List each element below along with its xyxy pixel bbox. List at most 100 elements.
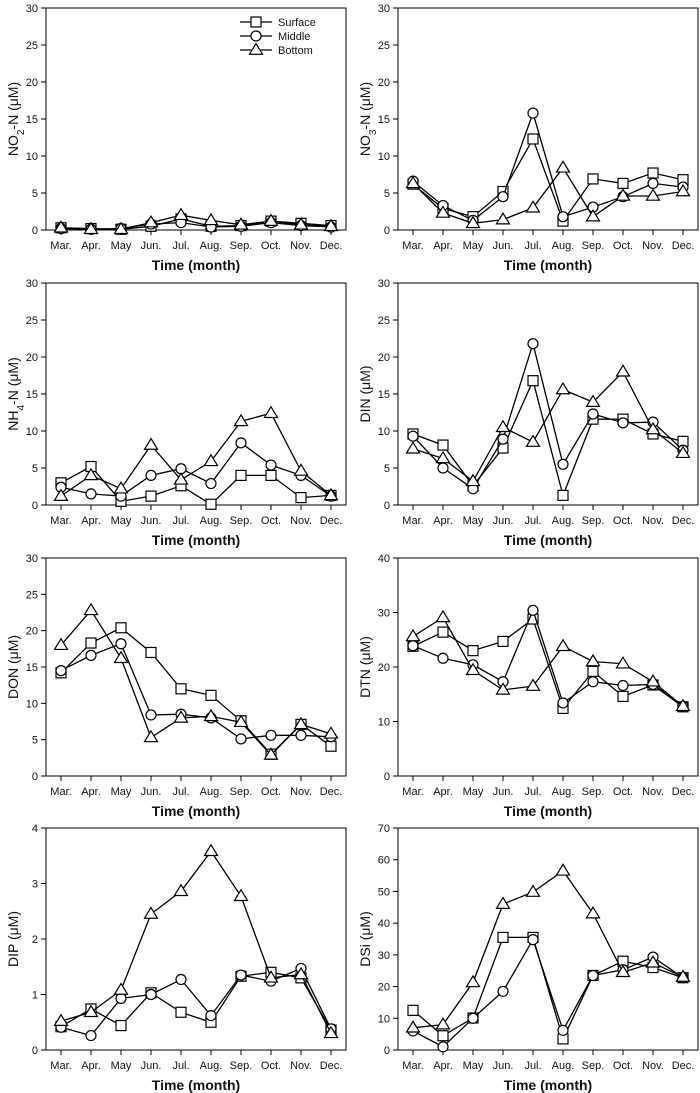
x-tick-label: Aug. [200, 1060, 223, 1072]
data-point-bottom [525, 434, 541, 447]
x-tick-label: May [111, 515, 132, 527]
data-point-middle [617, 679, 629, 692]
data-point-surface [647, 167, 659, 179]
data-point-middle [587, 676, 599, 688]
x-tick-label: Dec. [672, 515, 695, 527]
data-point-bottom [525, 200, 541, 213]
y-tick-label: 10 [378, 717, 390, 729]
y-tick-label: 30 [378, 278, 390, 290]
y-axis-label-part: 2 [16, 129, 27, 135]
data-point-bottom [263, 970, 279, 983]
x-tick-label: May [111, 240, 132, 252]
y-tick-label: 20 [378, 982, 390, 994]
y-tick-label: 30 [26, 278, 38, 290]
x-tick-label: Jun. [493, 1060, 514, 1072]
data-point-middle [527, 934, 539, 946]
data-point-bottom [173, 472, 189, 485]
data-point-middle [235, 437, 247, 449]
plot-frame [45, 557, 347, 777]
series-line-surface [412, 936, 684, 1041]
data-point-bottom [263, 405, 279, 419]
data-point-bottom [293, 966, 309, 980]
series-line-middle [412, 110, 684, 222]
y-tick-label: 20 [378, 77, 390, 89]
data-point-surface [587, 665, 599, 677]
y-tick-label: 1 [32, 990, 38, 1002]
data-point-bottom [615, 656, 631, 669]
y-axis-label: DTN (μM) [357, 636, 373, 698]
x-tick-label: Jun. [141, 515, 162, 527]
data-point-bottom [645, 674, 661, 687]
x-tick-label: Jul. [172, 515, 189, 527]
data-point-bottom [585, 905, 601, 919]
data-point-bottom [585, 653, 601, 667]
x-tick-label: Nov. [642, 1060, 664, 1072]
x-tick-label: Nov. [290, 1060, 312, 1072]
data-point-surface [527, 375, 539, 387]
panel-din: 0 5 10 15 20 25 30 Mar. Apr. May Jun. Jul. Aug. Sep. O… [357, 278, 699, 548]
x-tick-label: Dec. [320, 515, 343, 527]
data-point-bottom [495, 211, 511, 225]
data-point-bottom [645, 188, 661, 201]
x-tick-label: Aug. [552, 515, 575, 527]
y-tick-label: 4 [32, 823, 38, 835]
x-tick-label: Jul. [524, 515, 541, 527]
series-line-bottom [60, 609, 332, 756]
x-tick-label: Jun. [141, 240, 162, 252]
x-tick-label: Nov. [290, 515, 312, 527]
data-point-surface [145, 490, 157, 502]
data-point-bottom [555, 638, 571, 652]
series-line-bottom [412, 616, 684, 707]
legend-label: Middle [278, 31, 310, 43]
x-tick-label: Jun. [141, 1060, 162, 1072]
legend-label: Bottom [278, 45, 313, 57]
data-point-surface [145, 646, 157, 659]
data-point-middle [295, 729, 307, 741]
data-point-bottom [53, 1013, 69, 1026]
data-point-middle [437, 1041, 449, 1053]
y-axis-label: DON (μM) [5, 635, 21, 699]
x-tick-label: Aug. [552, 786, 575, 798]
data-point-bottom [495, 419, 511, 433]
x-tick-label: Dec. [672, 1060, 695, 1072]
data-point-bottom [435, 1016, 451, 1030]
data-point-surface [497, 635, 509, 647]
data-point-surface [497, 931, 509, 944]
y-tick-label: 20 [26, 626, 38, 638]
data-point-middle [115, 638, 127, 650]
data-point-middle [647, 177, 659, 189]
x-tick-label: Oct. [261, 240, 281, 252]
data-point-bottom [233, 217, 249, 230]
x-axis-label: Time (month) [152, 532, 240, 548]
data-point-surface [467, 645, 479, 657]
data-point-bottom [405, 175, 421, 189]
data-point-surface [325, 740, 337, 752]
data-point-middle [265, 459, 277, 471]
data-point-middle [557, 1024, 569, 1036]
series-line-middle [412, 608, 684, 707]
y-axis-label: NH4-N (μM) [5, 357, 27, 431]
x-tick-label: Sep. [230, 1060, 253, 1072]
series-line-middle [60, 642, 332, 740]
y-tick-label: 2 [32, 934, 38, 946]
x-tick-label: Jul. [172, 1060, 189, 1072]
data-point-bottom [645, 955, 661, 968]
data-point-middle [85, 649, 97, 661]
data-point-bottom [525, 678, 541, 691]
y-tick-label: 0 [384, 225, 390, 237]
data-point-middle [557, 697, 569, 709]
x-tick-label: Oct. [613, 1060, 633, 1072]
x-tick-label: Mar. [402, 240, 423, 252]
y-axis-label-part: -N (μM) [5, 357, 21, 405]
x-tick-label: May [463, 515, 484, 527]
y-tick-label: 40 [378, 553, 390, 565]
series-line-bottom [412, 869, 684, 1029]
x-tick-label: Mar. [50, 786, 71, 798]
x-tick-label: Aug. [552, 240, 575, 252]
data-point-bottom [645, 421, 661, 435]
y-tick-label: 25 [26, 315, 38, 327]
x-axis-label: Time (month) [504, 1077, 592, 1093]
data-point-bottom [143, 214, 159, 228]
x-tick-label: Oct. [261, 515, 281, 527]
